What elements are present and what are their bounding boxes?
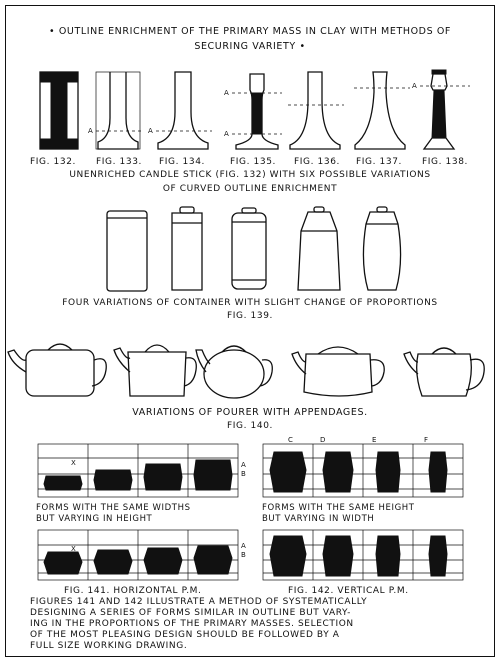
pourers-caption: Variations of pourer with appendages.	[132, 407, 368, 418]
left-upper-caption-2: but varying in height	[36, 514, 153, 524]
pourer-1	[7, 343, 107, 397]
right-upper-caption-2: but varying in width	[262, 514, 375, 524]
fig-142-label: Fig. 142. Vertical P.M.	[288, 586, 409, 596]
marker-a-grid: A	[241, 461, 246, 469]
containers-caption: Four variations of container with slight…	[62, 298, 438, 308]
candlestick-fig-132	[39, 71, 79, 150]
marker-c: C	[288, 436, 293, 444]
grid-left-lower	[37, 529, 239, 581]
page-border	[5, 5, 495, 657]
fig-136-label: Fig. 136.	[294, 157, 340, 167]
marker-x-upper: X	[71, 459, 76, 467]
candlestick-fig-133: A	[88, 71, 142, 150]
footer-line-5: full size working drawing.	[30, 641, 188, 651]
fig-137-label: Fig. 137.	[356, 157, 402, 167]
pourer-4	[291, 346, 385, 397]
pourers-figure-label: Fig. 140.	[227, 421, 273, 431]
fig-141-label: Fig. 141. Horizontal P.M.	[64, 586, 202, 596]
candlestick-caption-line-1: Unenriched candle stick (Fig. 132) with …	[69, 170, 431, 180]
candlestick-caption-line-2: of curved outline enrichment	[162, 184, 338, 194]
footer-line-3: ing in the proportions of the primary ma…	[30, 619, 354, 629]
grid-right-lower	[262, 529, 464, 581]
marker-a-4: A	[224, 130, 229, 138]
marker-f: F	[424, 436, 428, 444]
marker-d: D	[320, 436, 325, 444]
candlestick-fig-138: A	[412, 69, 470, 150]
marker-b-grid: B	[241, 470, 246, 478]
container-4	[297, 206, 341, 291]
container-1	[106, 210, 148, 292]
candlestick-fig-136	[288, 71, 344, 150]
candlestick-fig-137	[354, 71, 410, 150]
marker-b-grid-2: B	[241, 551, 246, 559]
fig-132-label: Fig. 132.	[30, 157, 76, 167]
marker-e: E	[372, 436, 376, 444]
pourer-5	[403, 347, 485, 397]
fig-133-label: Fig. 133.	[96, 157, 142, 167]
footer-line-1: Figures 141 and 142 illustrate a method …	[30, 597, 368, 607]
fig-138-label: Fig. 138.	[422, 157, 468, 167]
marker-a-5: A	[412, 82, 417, 90]
marker-a-2: A	[148, 127, 153, 135]
pourer-2	[113, 344, 197, 397]
container-5	[362, 206, 402, 291]
marker-a-grid-2: A	[241, 542, 246, 550]
container-3	[231, 207, 267, 290]
container-2	[171, 206, 203, 291]
fig-134-label: Fig. 134.	[159, 157, 205, 167]
heading-line-2: securing variety •	[194, 41, 306, 52]
candlestick-fig-135: A A	[224, 73, 282, 150]
pourer-3	[195, 345, 273, 399]
containers-figure-label: Fig. 139.	[227, 311, 273, 321]
marker-a-3: A	[224, 89, 229, 97]
footer-line-2: designing a series of forms similar in o…	[30, 608, 351, 618]
fig-135-label: Fig. 135.	[230, 157, 276, 167]
footer-line-4: of the most pleasing design should be fo…	[30, 630, 340, 640]
left-upper-caption-1: Forms with the same widths	[36, 503, 191, 513]
right-upper-caption-1: Forms with the same height	[262, 503, 415, 513]
candlestick-fig-134: A	[148, 71, 212, 150]
marker-a: A	[88, 127, 93, 135]
grid-left-upper	[37, 443, 239, 498]
marker-x-lower: X	[71, 545, 76, 553]
grid-right-upper	[262, 443, 464, 498]
heading-line-1: • Outline enrichment of the primary mass…	[49, 26, 451, 37]
